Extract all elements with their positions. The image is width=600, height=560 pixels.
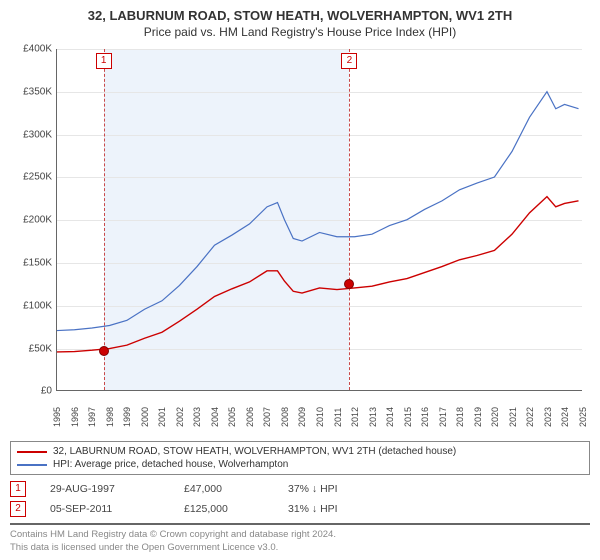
y-tick-label: £300K — [10, 129, 52, 140]
x-tick-label: 2001 — [157, 407, 169, 427]
footer: Contains HM Land Registry data © Crown c… — [10, 523, 590, 554]
x-tick-label: 2007 — [262, 407, 274, 427]
chart-area: 12 1995199619971998199920002001200220032… — [10, 45, 590, 439]
x-tick-label: 2024 — [560, 407, 572, 427]
sale-marker-box: 1 — [96, 53, 112, 69]
x-tick-label: 1995 — [52, 407, 64, 427]
x-tick-label: 2022 — [525, 407, 537, 427]
y-tick-label: £150K — [10, 257, 52, 268]
y-tick-label: £350K — [10, 86, 52, 97]
y-tick-label: £400K — [10, 44, 52, 55]
y-tick-label: £50K — [10, 343, 52, 354]
x-axis-labels: 1995199619971998199920002001200220032004… — [56, 395, 582, 439]
x-tick-label: 2014 — [385, 407, 397, 427]
x-tick-label: 2016 — [420, 407, 432, 427]
x-tick-label: 2013 — [368, 407, 380, 427]
x-tick-label: 2000 — [140, 407, 152, 427]
x-tick-label: 2017 — [438, 407, 450, 427]
sale-number-box: 2 — [10, 501, 26, 517]
x-tick-label: 2011 — [333, 408, 345, 427]
x-tick-label: 2015 — [403, 407, 415, 427]
sale-marker-line — [349, 49, 350, 390]
x-tick-label: 2021 — [508, 407, 520, 427]
sale-price: £47,000 — [184, 483, 264, 495]
x-tick-label: 2023 — [543, 407, 555, 427]
y-tick-label: £200K — [10, 215, 52, 226]
y-tick-label: £0 — [10, 386, 52, 397]
y-tick-label: £250K — [10, 172, 52, 183]
sales-table: 1 29-AUG-1997 £47,000 37% ↓ HPI 2 05-SEP-2011… — [10, 481, 590, 517]
page: 32, LABURNUM ROAD, STOW HEATH, WOLVERHAM… — [0, 0, 600, 560]
titles: 32, LABURNUM ROAD, STOW HEATH, WOLVERHAM… — [10, 8, 590, 39]
x-tick-label: 2018 — [455, 407, 467, 427]
x-tick-label: 2003 — [192, 407, 204, 427]
footer-line2: This data is licensed under the Open Gov… — [10, 542, 590, 554]
series-hpi — [57, 92, 579, 331]
x-tick-label: 1996 — [70, 407, 82, 427]
line-layer — [57, 49, 582, 390]
chart-subtitle: Price paid vs. HM Land Registry's House … — [10, 25, 590, 39]
footer-line1: Contains HM Land Registry data © Crown c… — [10, 529, 590, 541]
legend-item: 32, LABURNUM ROAD, STOW HEATH, WOLVERHAM… — [17, 446, 583, 457]
x-tick-label: 1997 — [87, 407, 99, 427]
legend-item: HPI: Average price, detached house, Wolv… — [17, 459, 583, 470]
x-tick-label: 2009 — [297, 407, 309, 427]
x-tick-label: 1999 — [122, 407, 134, 427]
x-tick-label: 2004 — [210, 407, 222, 427]
sale-date: 05-SEP-2011 — [50, 503, 160, 515]
x-tick-label: 2020 — [490, 407, 502, 427]
chart-title: 32, LABURNUM ROAD, STOW HEATH, WOLVERHAM… — [10, 8, 590, 23]
sale-diff: 37% ↓ HPI — [288, 483, 338, 495]
x-tick-label: 2012 — [350, 407, 362, 427]
sale-number-box: 1 — [10, 481, 26, 497]
sale-diff: 31% ↓ HPI — [288, 503, 338, 515]
legend-swatch — [17, 464, 47, 466]
x-tick-label: 2002 — [175, 407, 187, 427]
legend: 32, LABURNUM ROAD, STOW HEATH, WOLVERHAM… — [10, 441, 590, 475]
x-tick-label: 1998 — [105, 407, 117, 427]
series-price_paid — [57, 197, 579, 352]
sale-date: 29-AUG-1997 — [50, 483, 160, 495]
sale-point — [99, 346, 109, 356]
x-tick-label: 2025 — [578, 407, 590, 427]
x-tick-label: 2008 — [280, 407, 292, 427]
x-tick-label: 2010 — [315, 407, 327, 427]
sale-row: 1 29-AUG-1997 £47,000 37% ↓ HPI — [10, 481, 590, 497]
x-tick-label: 2019 — [473, 407, 485, 427]
legend-label: HPI: Average price, detached house, Wolv… — [53, 459, 288, 470]
plot: 12 — [56, 49, 582, 391]
sale-row: 2 05-SEP-2011 £125,000 31% ↓ HPI — [10, 501, 590, 517]
y-tick-label: £100K — [10, 300, 52, 311]
legend-label: 32, LABURNUM ROAD, STOW HEATH, WOLVERHAM… — [53, 446, 456, 457]
sale-price: £125,000 — [184, 503, 264, 515]
sale-marker-box: 2 — [341, 53, 357, 69]
x-tick-label: 2006 — [245, 407, 257, 427]
sale-point — [344, 279, 354, 289]
legend-swatch — [17, 451, 47, 453]
x-tick-label: 2005 — [227, 407, 239, 427]
sale-marker-line — [104, 49, 105, 390]
